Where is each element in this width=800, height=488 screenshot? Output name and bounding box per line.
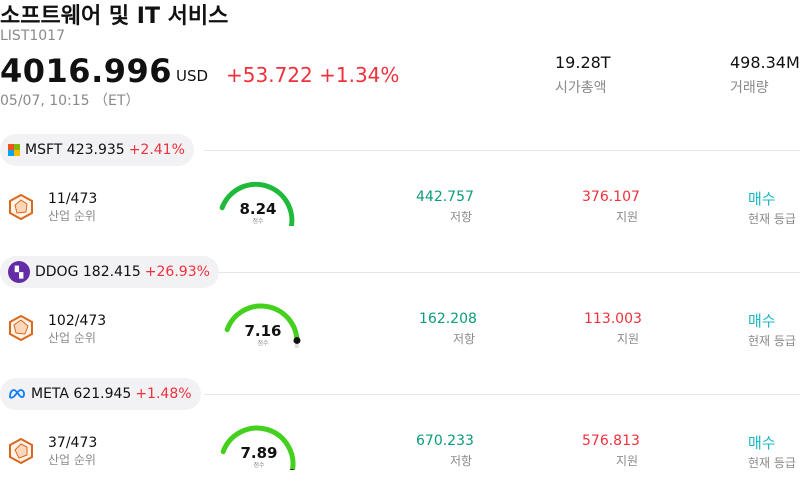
volume-label: 거래량 <box>730 80 769 96</box>
stock-ticker: DDOG 182.415 <box>35 264 141 280</box>
support-label: 지원 <box>616 210 639 224</box>
index-change-percent: +1.34% <box>319 63 400 87</box>
industry-rank-label: 산업 순위 <box>48 453 96 467</box>
support-value: 376.107 <box>582 189 640 205</box>
stock-change: +2.41% <box>128 142 185 158</box>
stock-pill-msft[interactable]: MSFT 423.935 +2.41% <box>0 134 194 166</box>
page-title: 소프트웨어 및 IT 서비스 <box>0 4 229 29</box>
currency-label: USD <box>176 67 209 85</box>
support-label: 지원 <box>617 332 640 346</box>
score-gauge <box>224 303 301 348</box>
support-value: 576.813 <box>582 433 640 449</box>
index-price: 4016.996 <box>0 52 173 90</box>
rating-signal: 매수 <box>748 190 776 208</box>
rating-signal: 매수 <box>748 434 776 452</box>
index-change: +53.722 +1.34% <box>226 63 399 87</box>
score-gauge <box>220 425 296 470</box>
rating-label: 현재 등급 <box>748 456 796 470</box>
divider <box>204 394 800 395</box>
rating-label: 현재 등급 <box>748 334 796 348</box>
score-gauge <box>219 181 295 226</box>
industry-rank-icon <box>9 438 33 464</box>
stock-change: +1.48% <box>135 386 192 402</box>
score-value: 7.16 <box>244 322 282 340</box>
industry-rank-label: 산업 순위 <box>48 209 96 223</box>
gauge-fill <box>224 303 300 343</box>
stock-ticker: MSFT 423.935 <box>25 142 125 158</box>
score-value: 7.89 <box>240 444 278 462</box>
resistance-value: 670.233 <box>416 433 474 449</box>
market-cap-label: 시가총액 <box>555 80 607 96</box>
rating-label: 현재 등급 <box>748 212 796 226</box>
score-label: 점수 <box>253 462 265 469</box>
score-label: 점수 <box>252 218 264 225</box>
stock-pill-meta[interactable]: META 621.945 +1.48% <box>0 378 201 410</box>
gauge-marker <box>289 468 295 470</box>
stock-pill-ddog[interactable]: ▚ DDOG 182.415 +26.93% <box>0 256 219 288</box>
divider <box>204 150 800 151</box>
industry-rank-icon <box>9 315 33 341</box>
industry-rank-icon <box>9 194 33 220</box>
resistance-label: 저항 <box>450 210 473 224</box>
industry-rank: 37/473 <box>48 435 98 451</box>
timestamp: 05/07, 10:15 （ET） <box>0 93 140 109</box>
support-label: 지원 <box>616 454 639 468</box>
score-label: 점수 <box>257 340 269 347</box>
rating-signal: 매수 <box>748 312 776 330</box>
resistance-label: 저항 <box>450 454 473 468</box>
resistance-label: 저항 <box>453 332 476 346</box>
gauge-fill <box>220 425 296 470</box>
index-change-value: +53.722 <box>226 63 313 87</box>
industry-rank: 11/473 <box>48 191 98 207</box>
support-value: 113.003 <box>584 311 642 327</box>
datadog-logo-icon: ▚ <box>8 261 30 283</box>
stock-change: +26.93% <box>144 264 210 280</box>
meta-logo-icon <box>8 388 26 400</box>
divider <box>218 272 800 273</box>
gauge-marker <box>293 336 301 344</box>
resistance-value: 162.208 <box>419 311 477 327</box>
score-value: 8.24 <box>239 200 277 218</box>
volume-value: 498.34M <box>730 53 800 72</box>
microsoft-logo-icon <box>8 144 20 156</box>
gauge-fill <box>219 181 295 226</box>
resistance-value: 442.757 <box>416 189 474 205</box>
market-cap-value: 19.28T <box>555 53 611 72</box>
stock-ticker: META 621.945 <box>31 386 132 402</box>
industry-rank: 102/473 <box>48 313 107 329</box>
index-code: LIST1017 <box>0 28 65 44</box>
industry-rank-label: 산업 순위 <box>48 331 96 345</box>
